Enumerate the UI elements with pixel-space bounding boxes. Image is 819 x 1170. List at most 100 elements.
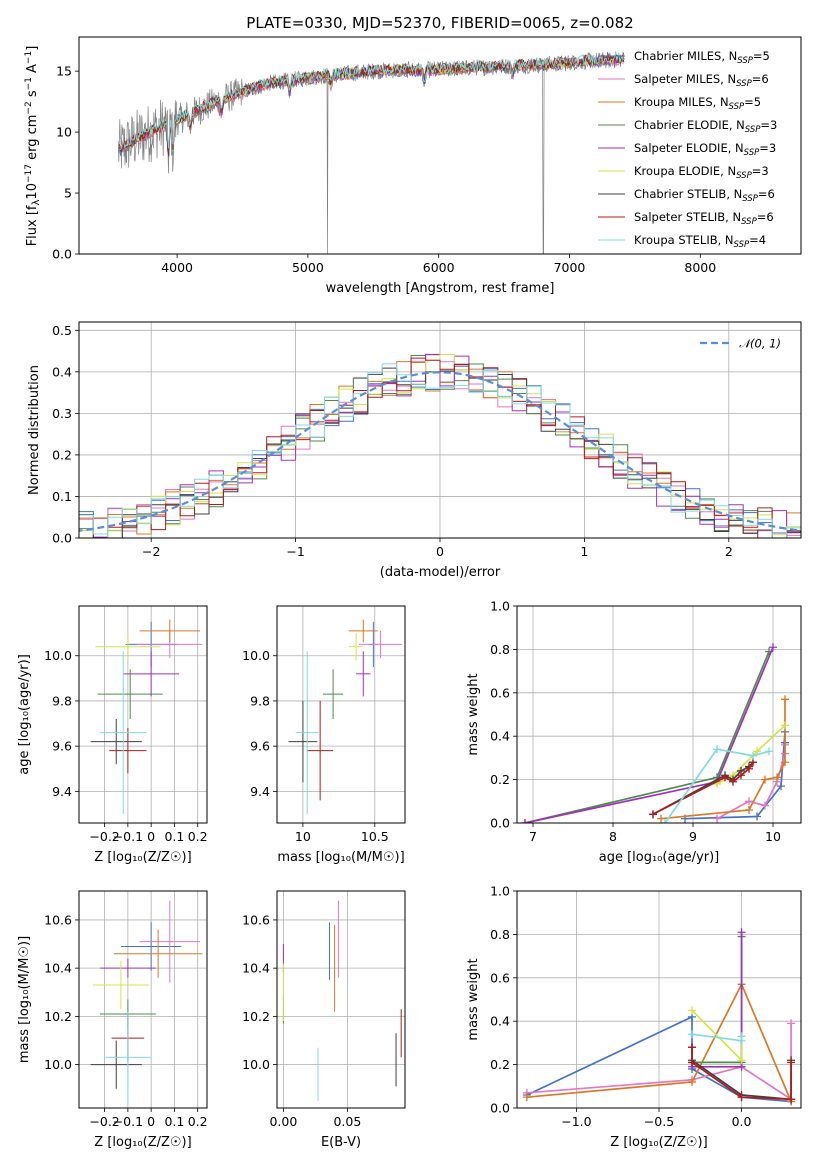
legend-name: Chabrier ELODIE, N (634, 118, 745, 132)
y-tick-label: 0.2 (490, 1057, 510, 1072)
weight-marker (761, 801, 769, 810)
legend-subscript: SSP (736, 79, 752, 89)
label-part: erg cm (25, 115, 40, 164)
residuals-x-axis-label: (data-model)/error (380, 565, 501, 580)
y-tick-label: 0.2 (490, 772, 510, 787)
weight-marker (765, 747, 773, 756)
y-tick-label: 10.2 (242, 1009, 270, 1024)
data-point (288, 700, 318, 783)
x-tick-label: −0.2 (89, 829, 119, 844)
weight-line (526, 982, 792, 1102)
data-point (95, 633, 161, 661)
y-tick-label: 0.2 (52, 447, 72, 462)
age-vs-mass-panel: 10 10.5 9.4 9.6 9.8 10.0 mass [log₁₀(M/M☉)] (242, 605, 406, 865)
legend-entry: 𝒩(0, 1) (739, 337, 781, 351)
weight-vs-z-x-axis-label: Z [log₁₀(Z/Z☉)] (610, 1135, 707, 1150)
mass-vs-z-x-axis-label: Z [log₁₀(Z/Z☉)] (94, 1135, 191, 1150)
data-point (323, 669, 344, 720)
age-vs-z-x-axis-label: Z [log₁₀(Z/Z☉)] (94, 850, 191, 865)
weight-series (649, 758, 757, 819)
legend-name: Salpeter ELODIE, N (634, 141, 744, 155)
y-tick-label: 0.8 (490, 642, 510, 657)
y-axis-label: mass weight (466, 958, 481, 1040)
weight-marker (721, 773, 729, 782)
mass-vs-ebv-frame (276, 890, 406, 1109)
label-part: −2 (24, 101, 34, 114)
legend-subscript: SSP (744, 148, 760, 158)
weight-marker (753, 812, 761, 821)
legend-tail: =6 (758, 187, 775, 201)
x-tick-label: 1 (580, 544, 588, 559)
weight-marker (737, 1093, 746, 1102)
x-tick-label: −0.2 (89, 1114, 119, 1129)
y-tick-label: 9.6 (250, 739, 270, 754)
legend-entry: Salpeter MILES, NSSP=6 (634, 72, 769, 89)
legend-name: Kroupa STELIB, N (634, 233, 734, 247)
weight-marker (787, 1058, 796, 1067)
x-tick-label: −0.5 (644, 1114, 674, 1129)
y-tick-label: 10.6 (44, 912, 72, 927)
legend-name: Chabrier STELIB, N (634, 187, 742, 201)
x-tick-label: 0.1 (164, 829, 184, 844)
observed-spectrum-line (117, 51, 625, 254)
weight-series (657, 695, 789, 823)
weight-vs-age-x-axis-label: age [log₁₀(age/yr)] (599, 850, 720, 865)
weight-marker (729, 777, 737, 786)
mass-vs-z-plot-area (79, 891, 207, 1108)
weight-marker (787, 1095, 796, 1104)
y-tick-label: 0.4 (490, 729, 510, 744)
y-tick-label: 10.0 (242, 648, 270, 663)
data-point (120, 922, 182, 971)
legend-tail: =3 (759, 141, 776, 155)
y-tick-label: 9.6 (52, 739, 72, 754)
x-tick-label: 7000 (554, 260, 586, 275)
x-tick-label: 4000 (161, 260, 193, 275)
weight-marker (713, 814, 721, 823)
legend-name: Kroupa ELODIE, N (634, 164, 736, 178)
weight-marker (657, 814, 665, 823)
data-point (295, 651, 319, 814)
y-tick-label: 5 (64, 186, 72, 201)
weight-vs-z-plot-area (517, 891, 801, 1108)
label-part: −1 (24, 51, 34, 64)
legend-subscript: SSP (736, 171, 752, 181)
weight-marker (749, 751, 757, 760)
y-tick-label: 0.6 (490, 970, 510, 985)
y-tick-label: 10.2 (44, 1009, 72, 1024)
label-part: Flux [f (25, 205, 40, 246)
y-tick-label: 1.0 (490, 599, 510, 614)
y-axis-label: Normed distribution (27, 365, 42, 495)
data-point (99, 958, 156, 978)
legend-subscript: SSP (734, 240, 750, 250)
spectrum-panel: 4000 5000 6000 7000 8000 0.0 5 10 15 wavelength [… (24, 14, 802, 296)
x-tick-label: 8 (609, 829, 617, 844)
data-point (139, 900, 201, 983)
y-tick-label: 10.4 (44, 961, 72, 976)
spectrum-y-axis-label: Flux [fλ10−17 erg cm−2 s−1 A−1] (24, 46, 42, 247)
legend-name: Kroupa MILES, N (634, 95, 729, 109)
weight-line (660, 699, 786, 820)
weight-vs-age-frame (516, 605, 802, 824)
legend-tail: =6 (757, 210, 774, 224)
y-tick-label: 0.6 (490, 685, 510, 700)
x-tick-label: −0.1 (113, 829, 143, 844)
y-tick-label: 0.4 (52, 364, 72, 379)
residual-histogram (79, 363, 801, 538)
y-tick-label: 10.4 (242, 961, 270, 976)
weight-marker (688, 1043, 697, 1052)
legend-subscript: SSP (745, 125, 761, 135)
y-axis-label: age [log₁₀(age/yr)] (17, 654, 32, 775)
legend-tail: =6 (752, 72, 769, 86)
legend-entry: Chabrier STELIB, NSSP=6 (634, 187, 775, 204)
weight-line (524, 646, 774, 823)
weight-vs-age-panel: 7 8 9 10 0.0 0.2 0.4 0.6 0.8 1.0 age [log₁₀(age/yr… (466, 599, 802, 865)
spectrum-legend: Chabrier MILES, NSSP=5 Salpeter MILES, NS… (598, 49, 777, 250)
weight-marker (761, 775, 769, 784)
x-tick-label: 0.05 (333, 1114, 361, 1129)
data-point (109, 728, 147, 774)
data-point (90, 1040, 142, 1089)
legend-entry: Chabrier MILES, NSSP=5 (634, 49, 770, 66)
legend-tail: =5 (753, 49, 770, 63)
weight-marker (661, 819, 669, 823)
